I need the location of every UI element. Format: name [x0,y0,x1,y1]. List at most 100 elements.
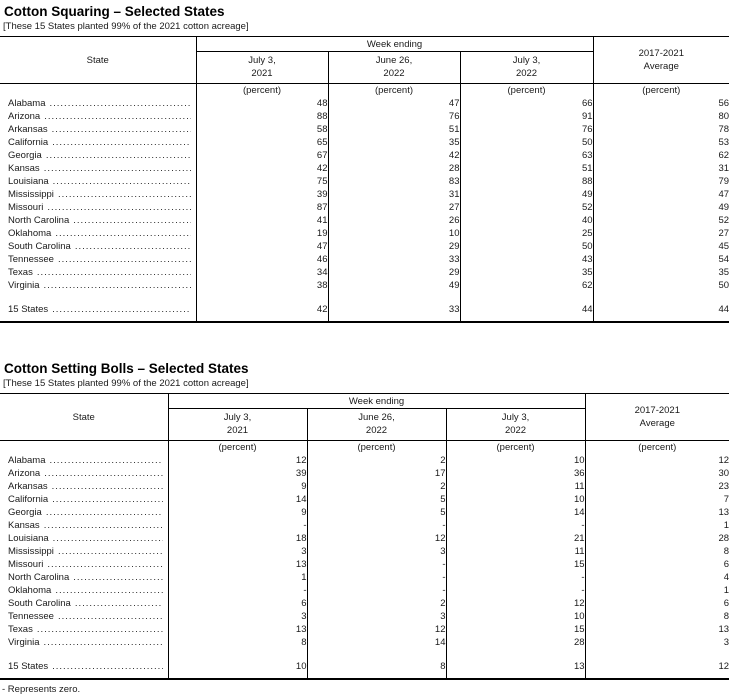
week-ending-header: Week ending [167,393,586,409]
spacer-row [0,649,729,659]
dot-leader: ........................................… [55,585,162,596]
table-row: North Carolina..........................… [0,571,729,584]
state-name: Missouri [8,202,44,213]
value-cell: 27 [592,227,729,240]
state-name: California [8,494,49,505]
table-row: Virginia................................… [0,279,729,292]
state-name: Louisiana [8,176,49,187]
value-cell: 3 [584,636,729,649]
state-name: Mississippi [8,546,54,557]
date-line1: July 3, [223,412,252,423]
table-row: Georgia.................................… [0,149,729,162]
dot-leader: ........................................… [74,598,163,609]
value-cell: 12 [445,597,586,610]
value-cell: 3 [306,610,446,623]
dot-leader: ........................................… [49,455,163,466]
value-cell: 12 [584,454,729,467]
dot-leader: ........................................… [47,559,162,570]
state-name: Virginia [8,280,40,291]
value-cell: 47 [195,240,328,253]
value-cell: 35 [327,136,460,149]
value-cell: 14 [306,636,446,649]
percent-unit-cell: (percent) [445,440,586,454]
state-name: California [8,137,49,148]
table-row: California..............................… [0,493,729,506]
value-cell: 47 [592,188,729,201]
value-cell: 50 [459,240,594,253]
value-cell: 14 [445,506,586,519]
cotton-setting-bolls-table: State Week ending 2017-2021 Average July… [0,393,729,680]
spacer-row [0,292,729,302]
avg-column-header: 2017-2021 Average [592,36,729,84]
table-row: Virginia................................… [0,636,729,649]
dot-leader: ........................................… [43,637,163,648]
table-row: Texas...................................… [0,266,729,279]
header-row-week-ending: State Week ending 2017-2021 Average [0,36,729,84]
table-row: Arkansas................................… [0,123,729,136]
state-name: South Carolina [8,598,71,609]
value-cell: 29 [327,266,460,279]
dot-leader: ........................................… [57,254,191,265]
value-cell: 9 [167,506,307,519]
table-row: Missouri................................… [0,558,729,571]
table-row: 15 States...............................… [0,302,729,322]
state-cell: Alabama.................................… [0,97,196,110]
header-row-dates: July 3, 2021 June 26, 2022 July 3, 2022 [0,51,729,84]
value-cell: 45 [592,240,729,253]
table-row: Mississippi.............................… [0,545,729,558]
value-cell: 40 [459,214,594,227]
table-row: Kansas..................................… [0,162,729,175]
table-body: Alabama.................................… [0,454,729,679]
value-cell: 3 [167,545,307,558]
percent-unit-cell: (percent) [195,83,328,97]
state-name: South Carolina [8,241,71,252]
value-cell: 78 [592,123,729,136]
value-cell: 30 [584,467,729,480]
value-cell: 3 [167,610,307,623]
state-cell: Virginia................................… [0,279,196,292]
value-cell: 2 [306,597,446,610]
state-name: Arizona [8,111,41,122]
value-cell: 15 [445,623,586,636]
dot-leader: ........................................… [43,520,163,531]
percent-unit-cell: (percent) [327,83,460,97]
table-row: Mississippi.............................… [0,188,729,201]
table-row: Tennessee...............................… [0,610,729,623]
value-cell: 62 [592,149,729,162]
state-name: Tennessee [8,611,54,622]
value-cell: 44 [459,302,594,322]
state-cell: 15 States...............................… [0,659,168,679]
value-cell: 47 [327,97,460,110]
value-cell: 28 [445,636,586,649]
value-cell: 13 [167,623,307,636]
date-line1: July 3, [501,412,530,423]
cotton-squaring-section: Cotton Squaring – Selected States [These… [0,2,729,323]
value-cell: 1 [584,519,729,532]
value-cell: 10 [445,610,586,623]
value-cell: 62 [459,279,594,292]
value-cell: 4 [584,571,729,584]
date-line1: July 3, [248,55,276,66]
dot-leader: ........................................… [43,280,191,291]
week-ending-header: Week ending [195,36,594,52]
value-cell: 18 [167,532,307,545]
state-cell: Arkansas................................… [0,123,196,136]
state-name: Texas [8,624,33,635]
header-row-week-ending: State Week ending 2017-2021 Average [0,393,729,441]
table-body: Alabama.................................… [0,97,729,322]
table-row: Oklahoma................................… [0,584,729,597]
table-row: Missouri................................… [0,201,729,214]
table-row: Alabama.................................… [0,97,729,110]
value-cell: 49 [592,201,729,214]
state-cell: South Carolina..........................… [0,597,168,610]
avg-header-line1: 2017-2021 [634,405,680,416]
dot-leader: ........................................… [73,572,162,583]
percent-unit-cell: (percent) [167,440,307,454]
value-cell: 3 [306,545,446,558]
value-cell: 42 [327,149,460,162]
value-cell: 12 [306,623,446,636]
date-line1: July 3, [512,55,541,66]
value-cell: 25 [459,227,594,240]
state-cell: Texas...................................… [0,623,168,636]
value-cell: 42 [195,162,328,175]
